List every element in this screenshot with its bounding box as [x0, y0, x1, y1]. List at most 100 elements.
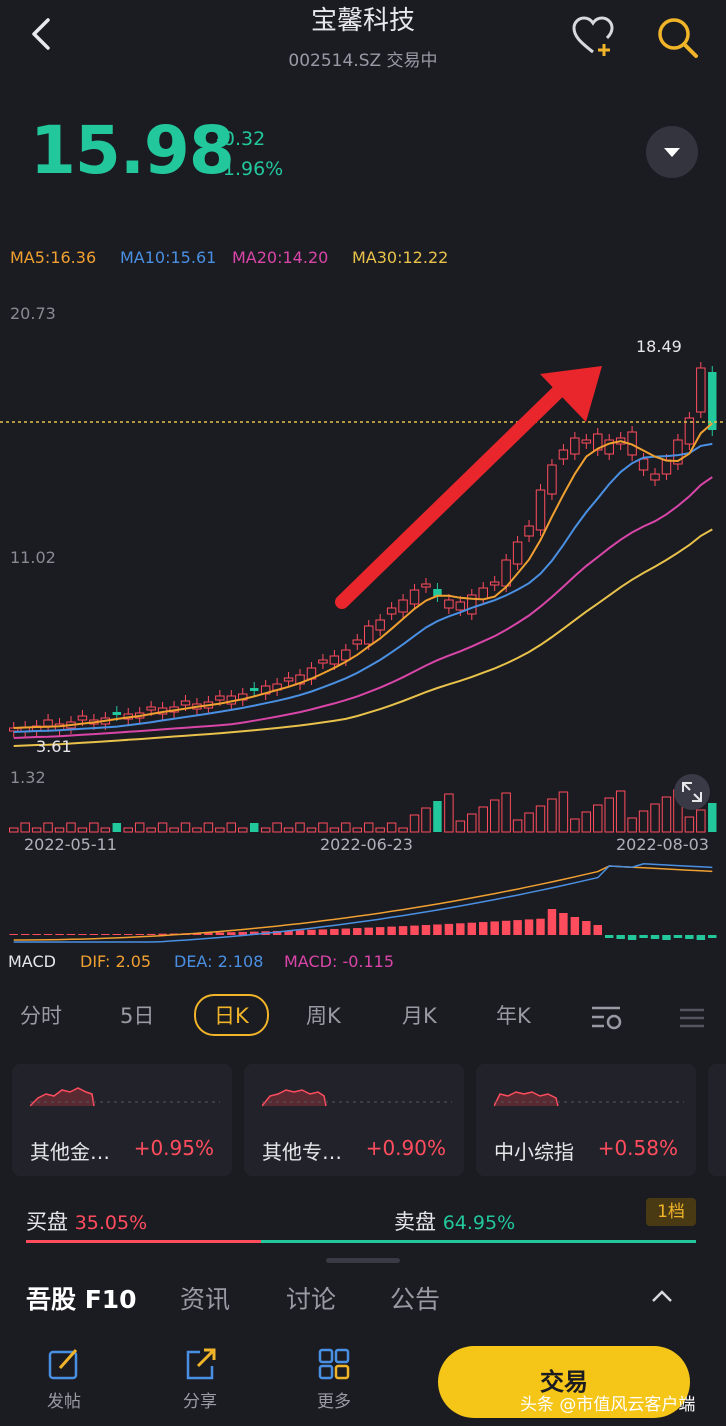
macd-bar: [124, 934, 133, 935]
macd-bar: [135, 934, 144, 935]
trade-button[interactable]: 交易: [438, 1346, 690, 1418]
candle: [478, 587, 488, 600]
macd-bar: [341, 928, 351, 935]
tab-yearly-k[interactable]: 年K: [496, 1004, 531, 1028]
volume-bar: [524, 812, 534, 833]
nav-more-label: 更多: [317, 1392, 351, 1412]
macd-bar: [318, 929, 328, 935]
add-favorite-icon[interactable]: [570, 14, 616, 60]
volume-bar: [615, 790, 626, 833]
nav-share[interactable]: 分享: [160, 1346, 240, 1412]
buy-bar: [26, 1240, 261, 1243]
volume-bar: [604, 797, 614, 833]
volume-bar: [123, 827, 133, 833]
ma20-line: [13, 476, 713, 739]
drag-handle[interactable]: [326, 1258, 400, 1263]
sector-name: 其他金…: [30, 1140, 110, 1164]
volume-bar: [341, 822, 351, 833]
sector-name: 其他专…: [262, 1140, 342, 1164]
macd-bar: [66, 934, 76, 935]
macd-bar: [9, 934, 18, 935]
nav-more[interactable]: 更多: [294, 1346, 374, 1412]
sector-card[interactable]: 中小综指 +0.58%: [476, 1064, 696, 1176]
macd-bar: [249, 931, 259, 935]
fullscreen-icon[interactable]: [674, 774, 710, 810]
sector-sparkline: [494, 1091, 684, 1107]
macd-bar: [146, 933, 156, 935]
ma20-label: MA20:14.20: [232, 248, 329, 267]
macd-bar: [467, 922, 477, 935]
macd-bar: [696, 935, 706, 940]
volume-bar: [9, 827, 19, 833]
candle: [283, 677, 294, 682]
macd-bar: [616, 935, 625, 939]
tab-announcement[interactable]: 公告: [390, 1285, 441, 1314]
volume-bar: [169, 827, 179, 833]
macd-bar: [89, 934, 99, 935]
macd-bar: [364, 927, 373, 935]
kline-chart[interactable]: 18.49 3.61 2022-05-11 2022-06-23 2022-08…: [0, 290, 726, 950]
macd-bar: [501, 920, 511, 935]
macd-bar: [559, 913, 568, 935]
expand-arrows-icon: [682, 782, 702, 802]
volume-bar: [306, 827, 317, 833]
candle: [215, 695, 225, 701]
tab-5day[interactable]: 5日: [120, 1004, 155, 1028]
tab-discussion[interactable]: 讨论: [286, 1285, 337, 1314]
candle: [535, 489, 546, 531]
volume-bar: [547, 798, 557, 833]
macd-bar: [708, 935, 717, 938]
macd-bar: [398, 926, 408, 935]
search-icon[interactable]: [654, 14, 700, 60]
macd-bar: [433, 924, 442, 935]
dif-line: [13, 865, 713, 941]
candle: [318, 659, 328, 664]
volume-bar: [501, 792, 511, 833]
volume-bar: [433, 801, 442, 832]
indicator-menu-icon[interactable]: [676, 1004, 710, 1032]
ma5-line: [13, 422, 713, 729]
volume-bar: [661, 796, 672, 833]
volume-bar: [318, 822, 328, 833]
ma10-label: MA10:15.61: [120, 248, 217, 267]
macd-bar: [627, 935, 637, 940]
tab-monthly-k[interactable]: 月K: [402, 1004, 437, 1028]
tab-weekly-k[interactable]: 周K: [306, 1004, 341, 1028]
price-change: -0.32 -1.96%: [216, 124, 283, 184]
volume-bar: [295, 822, 305, 833]
macd-bar: [582, 921, 591, 935]
tab-f10[interactable]: 吾股 F10: [26, 1285, 137, 1314]
chart-settings-icon[interactable]: [590, 1004, 624, 1032]
tab-intraday[interactable]: 分时: [20, 1004, 62, 1028]
volume-bar: [364, 822, 374, 833]
macd-bar: [227, 932, 236, 935]
macd-bar: [78, 934, 87, 935]
sector-card[interactable]: 其他专… +0.90%: [244, 1064, 464, 1176]
candle: [593, 433, 603, 451]
volume-bar: [215, 827, 225, 833]
tab-news[interactable]: 资讯: [180, 1285, 231, 1314]
macd-bar: [604, 935, 614, 938]
macd-bar: [570, 917, 580, 935]
candle: [650, 473, 660, 481]
tab-daily-k[interactable]: 日K: [194, 994, 269, 1036]
nav-post[interactable]: 发帖: [24, 1346, 104, 1412]
candle: [547, 464, 557, 495]
volume-bar: [272, 822, 282, 833]
macd-bar: [593, 925, 602, 935]
volume-bar: [66, 822, 76, 833]
sell-bar: [261, 1240, 696, 1243]
nav-post-label: 发帖: [47, 1392, 81, 1412]
level-badge[interactable]: 1档: [646, 1198, 696, 1226]
expand-quote-button[interactable]: [646, 126, 698, 178]
volume-bar: [146, 827, 156, 833]
candle: [112, 712, 122, 715]
candle: [433, 589, 442, 596]
candle: [638, 458, 649, 471]
back-icon[interactable]: [24, 14, 64, 54]
chevron-up-icon[interactable]: [650, 1286, 674, 1306]
sector-card[interactable]: 其他金… +0.95%: [12, 1064, 232, 1176]
volume-bar: [478, 806, 488, 833]
volume-bar: [512, 819, 523, 833]
volume-bar: [581, 811, 592, 833]
